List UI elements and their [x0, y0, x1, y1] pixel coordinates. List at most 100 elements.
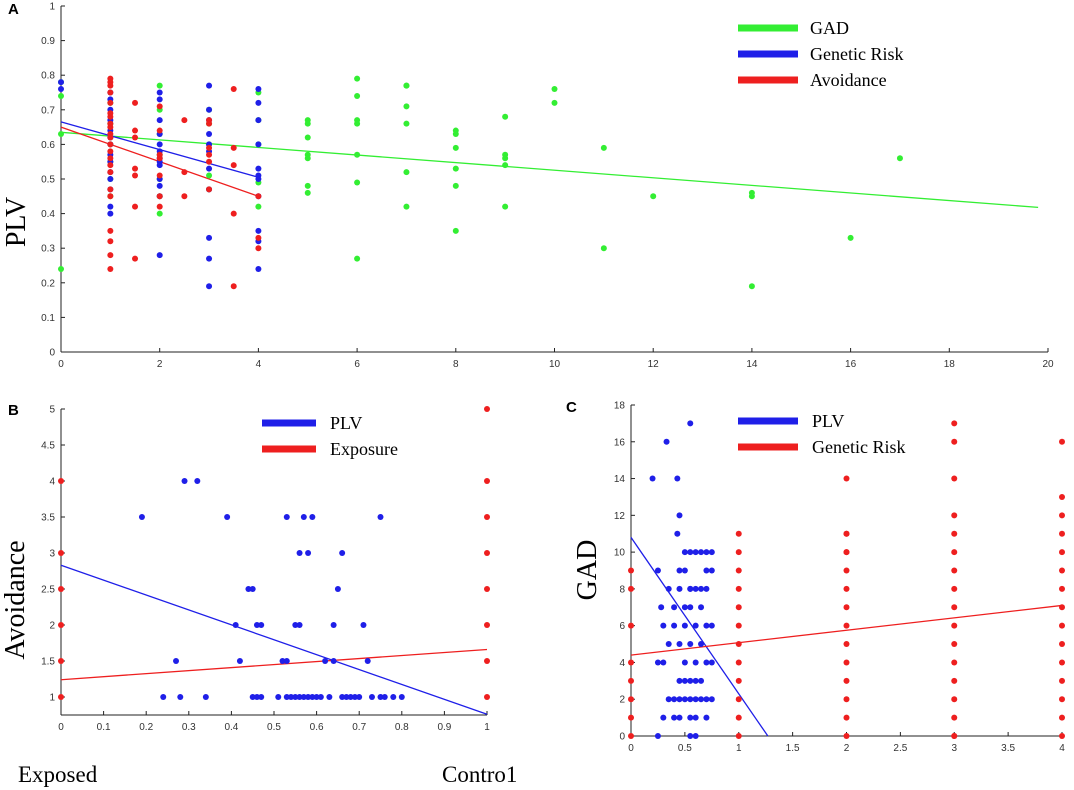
panel-c-point-plv	[698, 696, 705, 703]
panel-c-ylabel: GAD	[572, 540, 603, 601]
panel-c-point-genetic-risk	[951, 733, 958, 739]
panel-c-fit-line-genetic-risk	[630, 604, 1063, 656]
panel-c-point-plv	[681, 604, 688, 611]
panel-c-point-genetic-risk	[843, 549, 850, 556]
panel-b-fit-line-exposure	[60, 648, 488, 681]
panel-a-point-gad	[551, 86, 558, 93]
panel-a-point-avoidance	[132, 165, 139, 172]
panel-b-ytick-label: 2.5	[41, 585, 55, 596]
panel-b-xtick-label: 0	[58, 722, 64, 733]
panel-a-point-avoidance	[107, 155, 114, 162]
panel-c-point-genetic-risk	[735, 641, 742, 648]
panel-c-point-plv	[692, 549, 699, 556]
panel-b-point-plv	[339, 694, 346, 700]
panel-c-point-plv	[660, 714, 667, 721]
panel-b-point-exposure	[484, 658, 490, 664]
panel-a-point-genetic-risk	[255, 99, 262, 106]
panel-a-point-gad	[600, 144, 607, 151]
panel-b-point-exposure	[58, 586, 64, 592]
panel-c-point-plv	[703, 622, 710, 629]
panel-b-xlabel-right: Contro1	[442, 762, 517, 787]
panel-a-ytick-label: 0.7	[41, 105, 55, 116]
panel-b-point-plv	[296, 694, 303, 700]
panel-c-point-plv	[663, 438, 670, 445]
panel-c-point-plv	[703, 567, 710, 574]
panel-c-point-plv	[687, 677, 694, 684]
panel-a-point-avoidance	[132, 134, 139, 141]
panel-a-ytick-label: 1	[49, 2, 55, 13]
panel-c-point-genetic-risk	[951, 567, 958, 574]
panel-a-xtick-label: 6	[354, 359, 360, 370]
panel-b-point-plv	[309, 694, 316, 700]
panel-b-point-plv	[390, 694, 397, 700]
panel-b-point-plv	[330, 622, 337, 628]
panel-c-point-genetic-risk	[735, 659, 742, 666]
panel-b-point-exposure	[58, 478, 64, 484]
panel-c-point-genetic-risk	[1059, 733, 1065, 739]
panel-b-point-exposure	[484, 694, 490, 700]
panel-c-point-plv	[708, 567, 715, 574]
panel-a-point-avoidance	[206, 120, 213, 127]
panel-a-ylabel: PLV	[1, 197, 32, 247]
panel-b-xlabel-left: Exposed	[18, 762, 98, 787]
panel-a-point-avoidance	[107, 141, 114, 148]
panel-b-ytick-label: 5	[49, 405, 55, 416]
panel-c-point-plv	[692, 677, 699, 684]
panel-c-point-genetic-risk	[735, 714, 742, 721]
panel-a-point-avoidance	[206, 151, 213, 158]
panel-a-point-genetic-risk	[255, 176, 262, 182]
panel-b-legend: PLV Exposure	[262, 413, 398, 459]
panel-c-point-plv	[687, 714, 694, 721]
panel-a-point-gad	[452, 131, 459, 138]
panel-a-point-genetic-risk	[156, 96, 163, 103]
panel-c-point-genetic-risk	[843, 714, 850, 721]
panel-b-point-plv	[173, 658, 180, 664]
panel-a-point-avoidance	[156, 127, 163, 134]
panel-a-point-avoidance	[132, 99, 139, 106]
panel-a-point-avoidance	[107, 162, 114, 169]
panel-c-xtick-label: 1.5	[786, 743, 800, 754]
panel-c-point-plv	[698, 641, 705, 648]
panel-c-point-genetic-risk	[1059, 696, 1065, 703]
panel-a-point-gad	[156, 82, 163, 89]
panel-a-point-gad	[304, 189, 311, 196]
panel-c-point-genetic-risk	[735, 567, 742, 574]
panel-b-point-plv	[317, 694, 324, 700]
panel-a-xtick-label: 16	[845, 359, 857, 370]
panel-c-point-plv	[654, 733, 661, 739]
panel-c-point-genetic-risk	[1059, 438, 1065, 445]
panel-c-point-plv	[674, 530, 681, 537]
panel-c-ytick-label: 16	[614, 437, 626, 448]
panel-b-point-plv	[232, 622, 239, 628]
panel-a-point-gad	[354, 151, 361, 158]
panel-b-point-plv	[351, 694, 358, 700]
panel-b-point-plv	[381, 694, 388, 700]
panel-b-point-plv	[253, 694, 260, 700]
panel-b-point-plv	[245, 586, 252, 592]
panel-c-point-plv	[681, 622, 688, 629]
panel-b-point-plv	[300, 514, 307, 520]
panel-a-point-gad	[452, 227, 459, 234]
panel-c-point-genetic-risk	[843, 567, 850, 574]
panel-a-xtick-label: 12	[648, 359, 660, 370]
panel-b-point-plv	[377, 514, 384, 520]
panel-a-point-avoidance	[132, 172, 139, 179]
panel-b-point-plv	[202, 694, 209, 700]
panel-c-ytick-label: 10	[614, 548, 626, 559]
panel-a-point-gad	[58, 92, 64, 99]
panel-a-ytick-label: 0.4	[41, 209, 55, 220]
panel-b-point-plv	[364, 658, 371, 664]
panel-a-point-avoidance	[107, 148, 114, 155]
panel-c-point-genetic-risk	[951, 641, 958, 648]
panel-c-point-genetic-risk	[1059, 512, 1065, 519]
panel-b-ytick-label: 2	[49, 621, 55, 632]
panel-c-point-genetic-risk	[843, 604, 850, 611]
panel-a-ytick-label: 0.9	[41, 36, 55, 47]
panel-c-point-genetic-risk	[628, 696, 634, 703]
panel-c-point-genetic-risk	[951, 549, 958, 556]
panel-a-point-avoidance	[107, 89, 114, 96]
panel-c-point-plv	[708, 549, 715, 556]
panel-a-point-gad	[403, 82, 410, 89]
panel-c-point-genetic-risk	[628, 622, 634, 629]
panel-b-point-plv	[138, 514, 145, 520]
